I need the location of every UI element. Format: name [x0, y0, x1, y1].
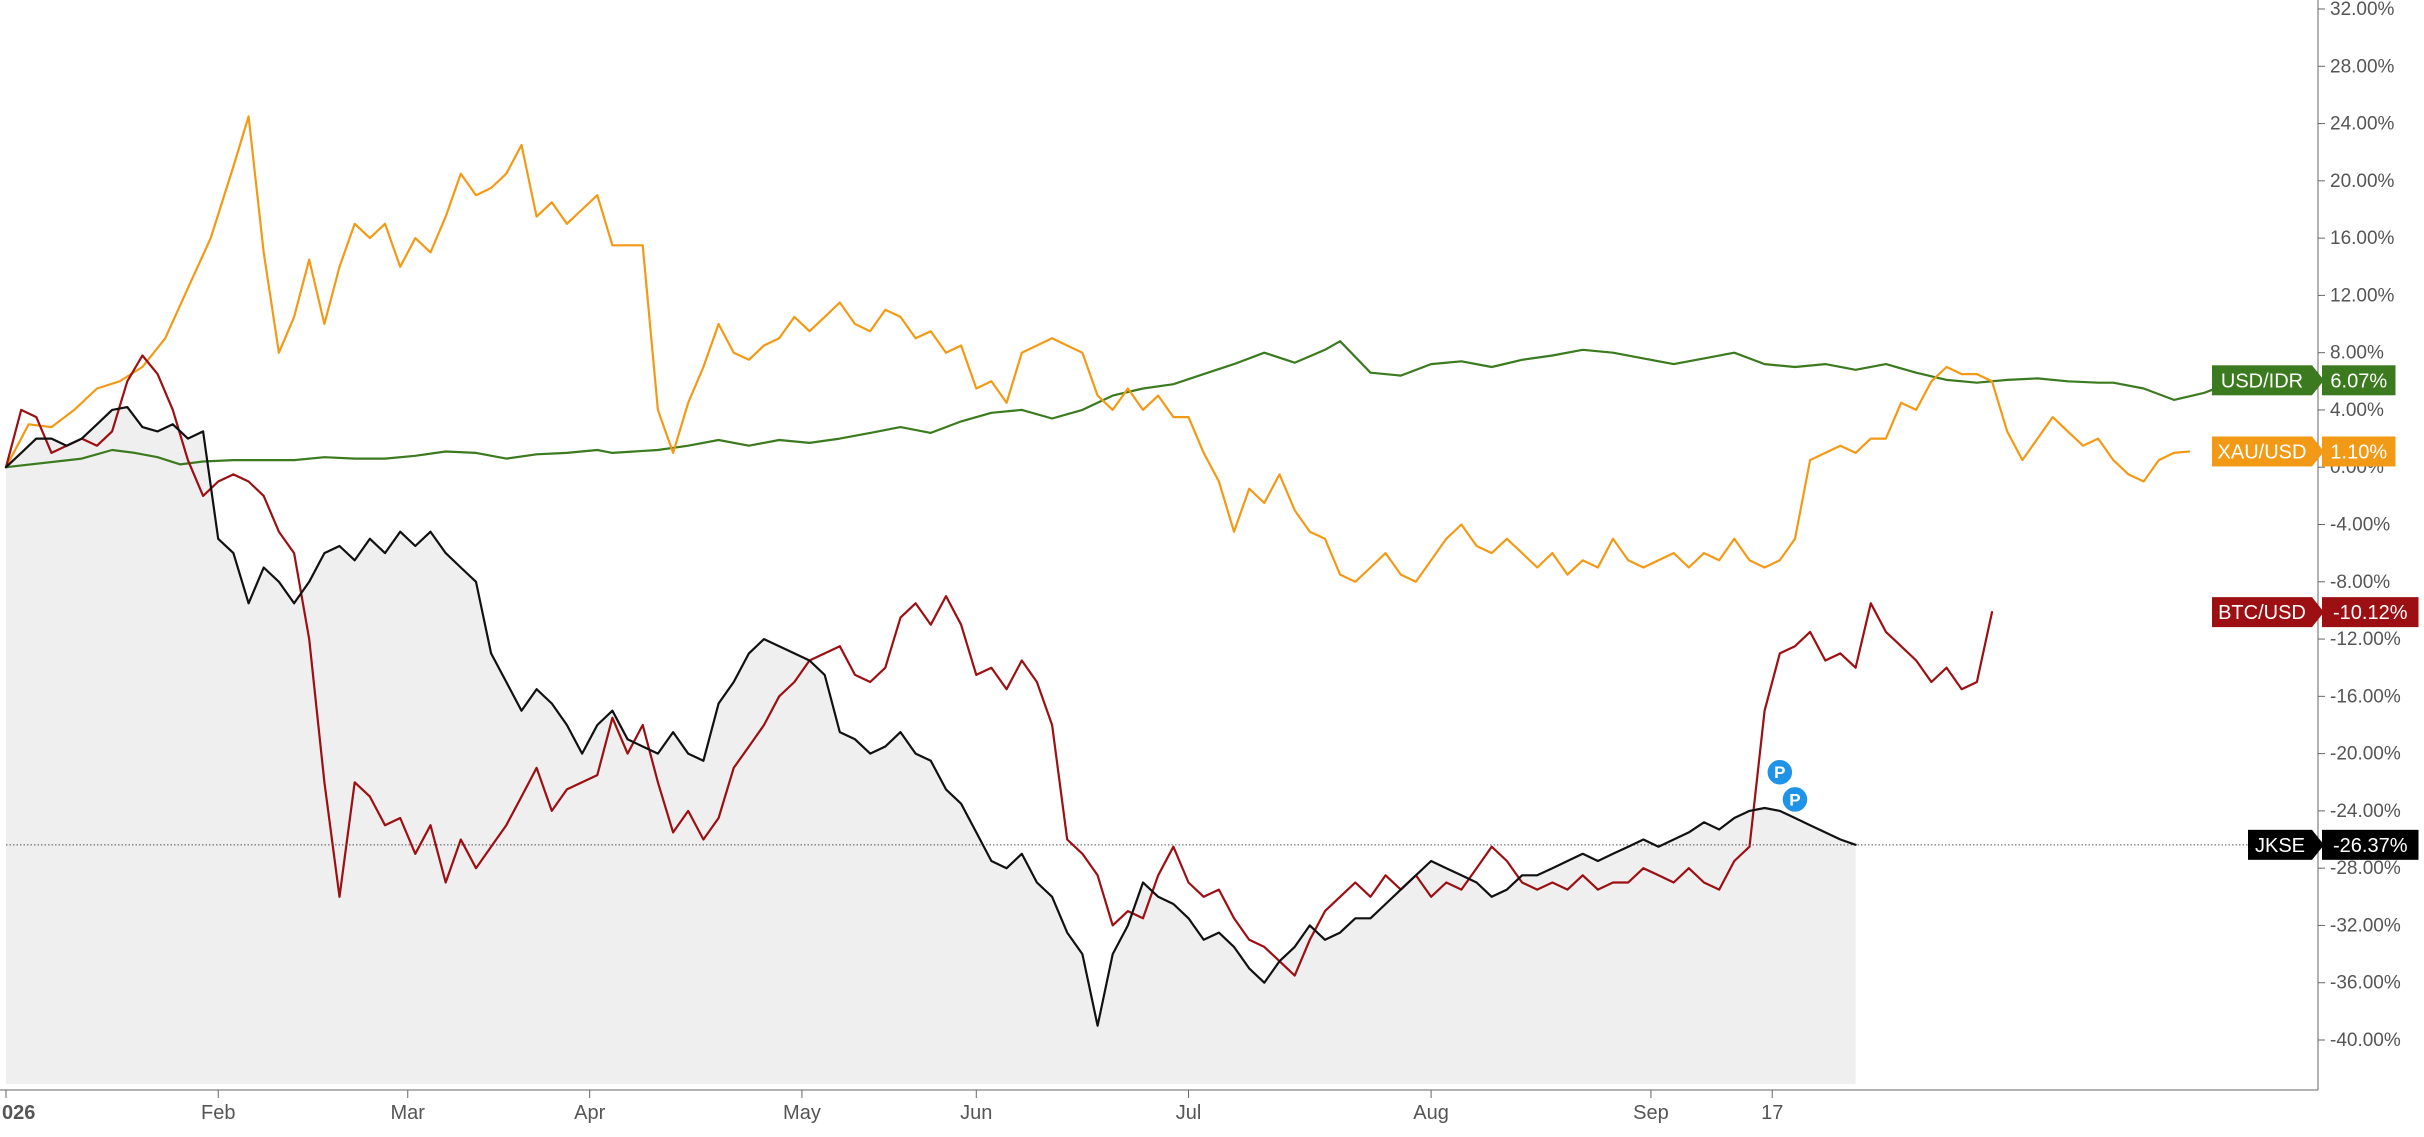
y-tick-label: 8.00% [2330, 343, 2384, 364]
series-line-btc-usd [4, 354, 1994, 977]
badge-label-btc-usd: BTC/USD [2218, 602, 2306, 624]
badge-value-bg-jkse [2322, 829, 2419, 860]
y-tick-label: 20.00% [2330, 171, 2395, 192]
x-tick-label: Jul [1176, 1102, 1202, 1124]
badge-label-jkse: JKSE [2255, 835, 2305, 857]
badge-value-bg-xau-usd [2322, 436, 2396, 467]
jkse-area-fill-layer [6, 407, 1856, 1085]
series-line-jkse [4, 406, 1857, 1027]
x-tick-label: Aug [1413, 1102, 1449, 1124]
series-line-xau-usd [4, 115, 2191, 583]
y-tick-label: -12.00% [2330, 629, 2401, 650]
event-marker-icon [1781, 785, 1809, 814]
event-marker-icon [1766, 758, 1794, 786]
badge-value-xau-usd: 1.10% [2330, 441, 2387, 463]
x-tick-label: Mar [391, 1102, 426, 1124]
y-tick-label: -8.00% [2330, 572, 2390, 593]
y-tick-label: -20.00% [2330, 744, 2401, 765]
badge-label-bg-jkse [2248, 829, 2312, 860]
y-tick-label: -16.00% [2330, 686, 2401, 707]
badge-label-bg-usd-idr [2212, 365, 2312, 396]
y-tick-label: 16.00% [2330, 228, 2395, 249]
axes-layer: 32.00% 28.00% 24.00% 20.00% 16.00% 12.00% 8.00… [0, 0, 2401, 1124]
x-tick-label: Feb [201, 1102, 235, 1124]
y-tick-label: -32.00% [2330, 915, 2401, 936]
badge-value-btc-usd: -10.12% [2333, 602, 2408, 624]
badge-value-jkse: -26.37% [2333, 835, 2408, 857]
x-tick-label: 026 [2, 1102, 35, 1124]
x-tick-label: Jun [960, 1102, 992, 1124]
y-tick-label: 24.00% [2330, 114, 2395, 135]
badge-label-usd-idr: USD/IDR [2221, 370, 2303, 392]
event-marker-label: P [1774, 763, 1785, 782]
badge-pointer-usd-idr [2312, 365, 2324, 396]
badge-value-bg-usd-idr [2322, 365, 2396, 396]
series-line-usd-idr [4, 340, 2251, 469]
price-badges-layer: USD/IDR 6.07% XAU/USD 1.10% BTC/USD -10.12% JK… [2212, 365, 2419, 860]
y-tick-label: -36.00% [2330, 973, 2401, 994]
event-marker-label: P [1789, 790, 1800, 809]
x-tick-label: May [783, 1102, 821, 1124]
badge-value-bg-btc-usd [2322, 597, 2419, 628]
badge-label-xau-usd: XAU/USD [2218, 441, 2307, 463]
x-tick-label: Sep [1633, 1102, 1669, 1124]
badge-pointer-btc-usd [2312, 597, 2324, 628]
badge-pointer-xau-usd [2312, 436, 2324, 467]
badge-pointer-jkse [2312, 829, 2324, 860]
y-tick-label: -24.00% [2330, 801, 2401, 822]
y-tick-label: 32.00% [2330, 0, 2395, 20]
series-lines-layer [4, 115, 2251, 1027]
x-tick-label: Apr [574, 1102, 605, 1124]
badge-label-bg-xau-usd [2212, 436, 2312, 467]
y-tick-label: -40.00% [2330, 1030, 2401, 1051]
badge-label-bg-btc-usd [2212, 597, 2312, 628]
jkse-area-fill [6, 407, 1856, 1085]
y-tick-label: 12.00% [2330, 285, 2395, 306]
event-markers-layer: PP [1766, 758, 1809, 814]
y-tick-label: -4.00% [2330, 515, 2390, 536]
y-tick-label: 28.00% [2330, 56, 2395, 77]
badge-value-usd-idr: 6.07% [2330, 370, 2387, 392]
y-tick-label: 4.00% [2330, 400, 2384, 421]
x-tick-label: 17 [1761, 1102, 1783, 1124]
y-tick-label: -28.00% [2330, 858, 2401, 879]
